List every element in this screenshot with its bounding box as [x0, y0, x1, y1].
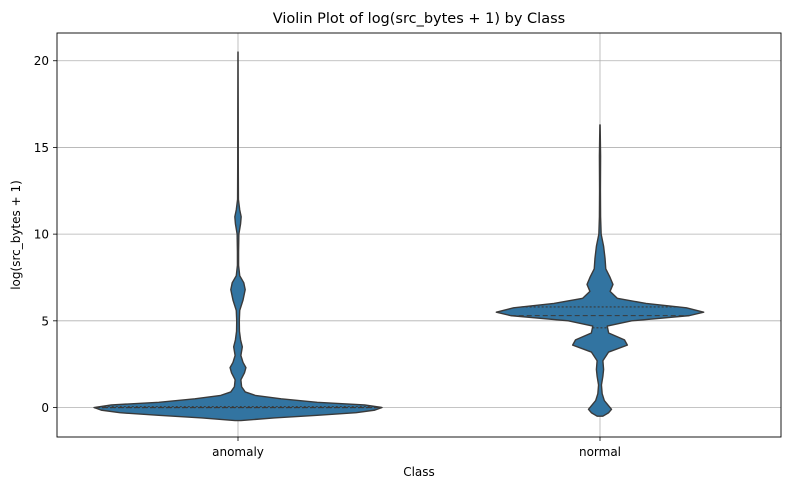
- y-tick-label: 20: [34, 54, 49, 68]
- chart-title: Violin Plot of log(src_bytes + 1) by Cla…: [273, 11, 565, 27]
- y-tick-label: 0: [41, 401, 49, 415]
- plot-frame: [56, 32, 782, 438]
- y-tick-label: 5: [41, 314, 49, 328]
- x-tick-label: anomaly: [212, 445, 264, 459]
- ticks: 0 5 10 15 20 anomaly normal: [34, 54, 621, 459]
- grid: [57, 33, 781, 437]
- violin-anomaly: [93, 51, 383, 422]
- y-axis-label: log(src_bytes + 1): [9, 180, 23, 290]
- x-tick-label: normal: [579, 445, 621, 459]
- y-tick-label: 15: [34, 141, 49, 155]
- y-tick-label: 10: [34, 228, 49, 242]
- violin-normal: [495, 124, 705, 417]
- x-axis-label: Class: [403, 465, 435, 479]
- violins: [93, 51, 705, 422]
